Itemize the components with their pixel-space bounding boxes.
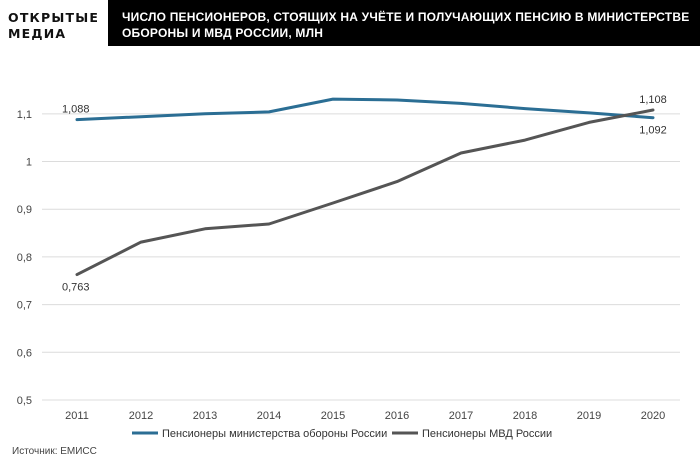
x-tick-label: 2015	[321, 410, 345, 422]
x-tick-label: 2012	[129, 410, 153, 422]
x-tick-label: 2019	[577, 410, 601, 422]
y-tick-label: 0,8	[17, 252, 32, 264]
x-tick-label: 2016	[385, 410, 409, 422]
y-tick-label: 0,5	[17, 395, 32, 407]
chart-title: ЧИСЛО ПЕНСИОНЕРОВ, СТОЯЩИХ НА УЧЁТЕ И ПО…	[108, 0, 700, 46]
brand-line-2: МЕДИА	[8, 26, 67, 41]
data-label: 1,092	[639, 125, 667, 137]
data-label: 0,763	[62, 282, 90, 294]
brand-line-1: ОТКРЫТЫЕ	[8, 10, 100, 25]
series-line-1	[75, 97, 655, 122]
y-tick-label: 0,9	[17, 204, 32, 216]
y-tick-label: 0,7	[17, 300, 32, 312]
series-line-2	[75, 108, 655, 277]
x-tick-label: 2020	[641, 410, 665, 422]
y-tick-label: 1	[26, 157, 32, 169]
x-tick-label: 2018	[513, 410, 537, 422]
x-tick-label: 2014	[257, 410, 281, 422]
brand-logo: ОТКРЫТЫЕ МЕДИА	[8, 10, 104, 42]
source-note: Источник: ЕМИСС	[12, 446, 97, 457]
data-label: 1,088	[62, 104, 90, 116]
x-tick-label: 2011	[65, 410, 89, 422]
legend-label-1: Пенсионеры министерства обороны России	[162, 428, 387, 440]
legend-label-2: Пенсионеры МВД России	[422, 428, 552, 440]
x-tick-label: 2017	[449, 410, 473, 422]
y-tick-label: 0,6	[17, 347, 32, 359]
y-tick-label: 1,1	[17, 109, 32, 121]
x-tick-label: 2013	[193, 410, 217, 422]
data-label: 1,108	[639, 94, 667, 106]
